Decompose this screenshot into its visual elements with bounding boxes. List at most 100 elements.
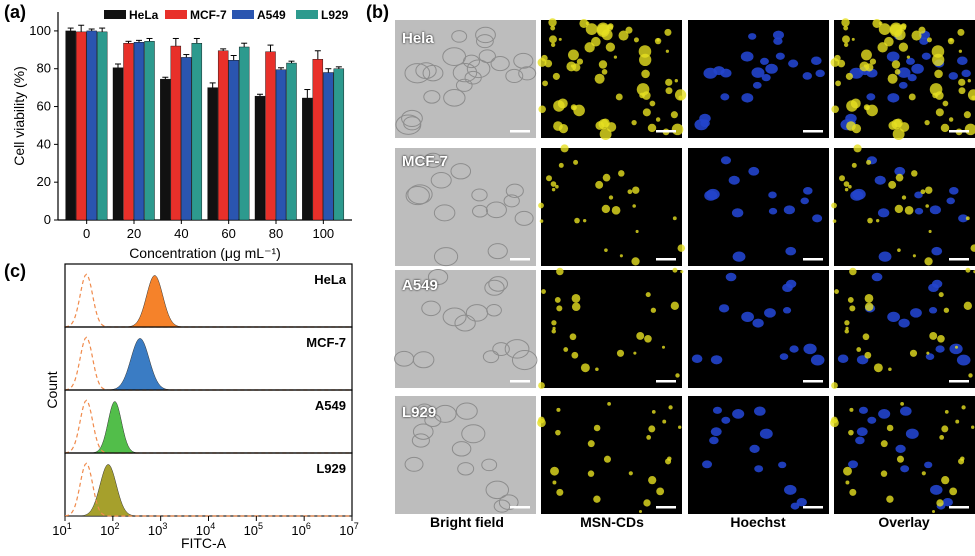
nucleus <box>802 72 812 80</box>
column-label-hoechst: Hoechst <box>730 514 786 530</box>
cell-outline <box>487 243 508 260</box>
cd-signal <box>843 42 849 48</box>
cell-outline <box>412 351 435 369</box>
x-tick-label: 0 <box>83 226 90 241</box>
cd-signal <box>889 22 903 36</box>
nucleus <box>812 214 823 223</box>
scale-bar <box>656 258 676 261</box>
cd-signal <box>851 37 855 41</box>
micrograph-tile <box>830 18 975 141</box>
cd-signal <box>936 499 944 507</box>
cd-signal <box>538 105 546 113</box>
bar <box>228 60 239 221</box>
nucleus <box>720 156 732 165</box>
micrograph-background <box>834 148 975 266</box>
cd-signal <box>918 26 926 34</box>
scale-bar <box>949 258 969 261</box>
cd-signal <box>970 244 975 252</box>
cd-signal <box>939 435 945 440</box>
nucleus <box>785 246 797 256</box>
cd-signal <box>556 267 564 276</box>
x-tick-label: 107 <box>339 521 358 538</box>
cd-signal <box>898 42 909 52</box>
nucleus <box>907 74 917 82</box>
micrograph-tile <box>688 396 829 514</box>
legend-swatch <box>165 10 187 19</box>
nucleus <box>921 52 931 60</box>
cd-signal <box>551 329 556 334</box>
nucleus <box>942 498 953 507</box>
cd-signal <box>954 345 959 349</box>
cd-signal <box>549 35 557 44</box>
nucleus <box>878 251 892 262</box>
cd-signal <box>568 49 579 61</box>
cell-outline <box>514 210 534 226</box>
cd-signal <box>869 58 877 65</box>
micrograph-background <box>395 270 536 388</box>
cd-signal <box>897 248 901 252</box>
cd-signal <box>604 248 608 252</box>
x-tick-label: 101 <box>52 521 71 538</box>
nucleus <box>949 343 963 355</box>
nucleus <box>721 416 731 424</box>
nucleus <box>752 81 762 89</box>
cd-signal <box>618 30 629 41</box>
bar <box>265 51 276 221</box>
x-tick-exp: 7 <box>354 521 359 531</box>
x-tick-exp: 6 <box>306 521 311 531</box>
cd-signal <box>625 26 633 34</box>
bar <box>323 72 334 221</box>
bar <box>112 67 124 221</box>
x-tick-base: 10 <box>52 523 66 538</box>
cd-signal <box>849 305 856 312</box>
cd-signal <box>924 119 930 126</box>
nucleus <box>855 436 865 445</box>
cd-signal <box>968 373 973 378</box>
panel-label-b: (b) <box>366 2 389 22</box>
y-tick-label: 40 <box>37 136 51 151</box>
y-tick-label: 0 <box>44 212 51 227</box>
bar <box>191 43 203 221</box>
cd-signal <box>965 267 971 273</box>
bar <box>312 59 324 221</box>
cd-signal <box>878 23 891 36</box>
cd-signal <box>861 49 872 61</box>
cd-signal <box>647 123 657 133</box>
panel-label-a: (a) <box>4 2 26 22</box>
nucleus <box>725 272 737 282</box>
cd-signal <box>961 405 966 410</box>
cd-signal <box>551 187 556 192</box>
cd-signal <box>554 296 561 303</box>
histogram-area <box>65 401 352 454</box>
cd-signal <box>866 159 872 165</box>
cd-signal <box>831 202 837 209</box>
bar-chart-viability: 0 20 40 60 80 100 0 20 40 60 80 100 Concentration (μ… <box>11 8 352 261</box>
cd-signal <box>895 173 904 182</box>
nucleus <box>748 33 757 40</box>
nucleus <box>710 355 723 365</box>
cd-signal <box>875 218 880 223</box>
cd-signal <box>572 63 581 72</box>
cell-outline <box>407 184 433 205</box>
x-tick-base: 10 <box>100 523 114 538</box>
cd-signal <box>872 18 882 28</box>
bar <box>144 41 155 221</box>
nucleus <box>956 354 971 366</box>
cd-signal <box>912 254 916 258</box>
nucleus <box>706 188 720 200</box>
row-label-l929: L929 <box>402 404 437 421</box>
x-tick-label: 102 <box>100 521 119 538</box>
cd-signal <box>668 405 673 410</box>
nucleus <box>784 484 797 495</box>
micrograph-background <box>541 270 682 388</box>
micrograph-tile <box>395 396 536 514</box>
cd-signal <box>548 18 557 27</box>
cd-signal <box>649 100 656 107</box>
cd-signal <box>847 296 854 303</box>
legend-swatch <box>104 10 126 19</box>
cd-signal <box>641 69 650 79</box>
cell-outline <box>505 183 524 198</box>
nucleus <box>897 67 911 78</box>
nucleus <box>772 30 784 40</box>
cd-signal <box>603 455 611 463</box>
